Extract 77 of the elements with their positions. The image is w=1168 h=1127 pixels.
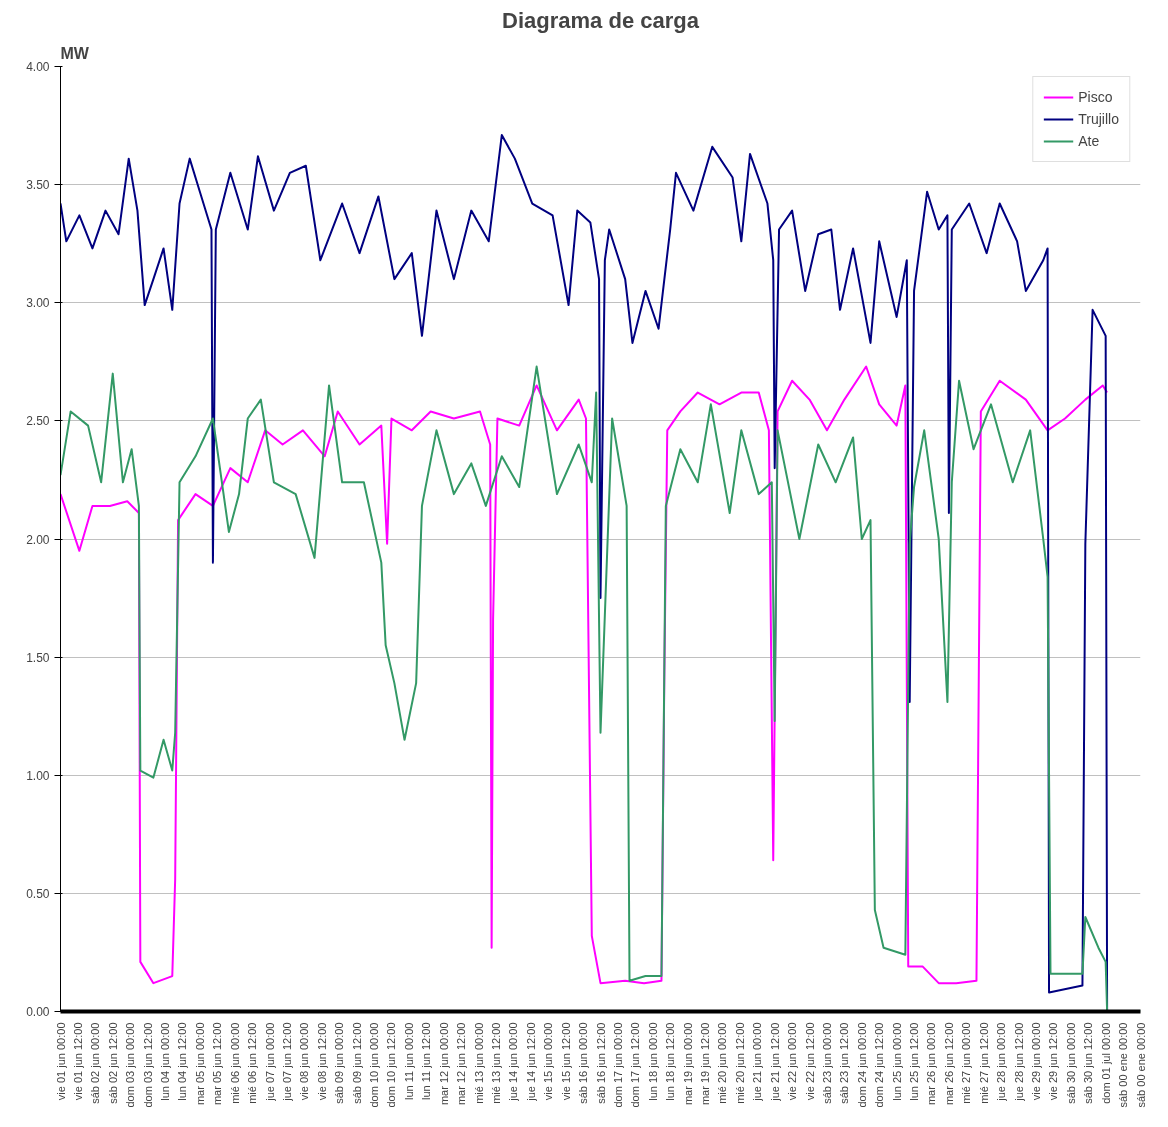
x-tick-label: lun 25 jun 00:00	[890, 1022, 903, 1101]
x-tick-label: dom 10 jun 12:00	[385, 1022, 398, 1108]
x-tick-label: mié 06 jun 12:00	[246, 1022, 259, 1104]
legend-label: Pisco	[1078, 89, 1113, 105]
x-tick-label: dom 24 jun 00:00	[855, 1022, 868, 1108]
x-tick-label: vie 08 jun 12:00	[315, 1022, 328, 1101]
x-tick-label: vie 15 jun 00:00	[542, 1022, 555, 1101]
x-tick-label: lun 25 jun 12:00	[908, 1022, 921, 1101]
y-tick-label: 2.00	[26, 532, 50, 547]
y-tick-label: 3.50	[26, 178, 50, 193]
x-tick-label: jue 14 jun 00:00	[507, 1022, 520, 1102]
x-tick-label: mar 12 jun 00:00	[437, 1022, 450, 1106]
x-tick-label: sáb 00 ene 00:00	[1117, 1022, 1130, 1108]
x-tick-label: sáb 09 jun 00:00	[333, 1022, 346, 1104]
x-tick-label: mar 05 jun 00:00	[193, 1022, 206, 1106]
x-tick-label: jue 21 jun 00:00	[751, 1022, 764, 1102]
x-tick-label: vie 01 jun 12:00	[71, 1022, 84, 1101]
x-tick-label: mié 27 jun 00:00	[960, 1022, 973, 1104]
x-tick-label: sáb 00 ene 00:00	[1134, 1022, 1147, 1108]
y-tick-label: 0.50	[26, 886, 50, 901]
x-tick-label: dom 01 jul 00:00	[1099, 1022, 1112, 1104]
x-tick-label: lun 18 jun 12:00	[664, 1022, 677, 1101]
x-tick-label: jue 14 jun 12:00	[524, 1022, 537, 1102]
x-tick-label: mié 27 jun 12:00	[977, 1022, 990, 1104]
x-tick-label: jue 28 jun 12:00	[1012, 1022, 1025, 1102]
y-axis-title: MW	[60, 44, 90, 62]
x-tick-label: mar 26 jun 00:00	[925, 1022, 938, 1106]
x-tick-label: sáb 02 jun 00:00	[89, 1022, 102, 1104]
x-tick-label: vie 22 jun 00:00	[786, 1022, 799, 1101]
x-tick-label: lun 04 jun 12:00	[176, 1022, 189, 1101]
x-tick-label: mar 26 jun 12:00	[942, 1022, 955, 1106]
x-tick-label: mar 12 jun 12:00	[455, 1022, 468, 1106]
x-tick-label: lun 18 jun 00:00	[646, 1022, 659, 1101]
x-tick-label: jue 21 jun 12:00	[768, 1022, 781, 1102]
x-tick-label: lun 11 jun 00:00	[402, 1022, 415, 1100]
x-tick-label: jue 28 jun 00:00	[995, 1022, 1008, 1102]
x-tick-label: mar 19 jun 00:00	[681, 1022, 694, 1106]
x-tick-label: lun 11 jun 12:00	[420, 1022, 433, 1100]
x-tick-label: dom 17 jun 12:00	[629, 1022, 642, 1108]
x-tick-label: vie 29 jun 12:00	[1047, 1022, 1060, 1101]
x-tick-label: sáb 16 jun 00:00	[577, 1022, 590, 1104]
y-tick-label: 4.00	[26, 60, 50, 74]
x-tick-label: dom 10 jun 00:00	[368, 1022, 381, 1108]
x-tick-label: mié 06 jun 00:00	[228, 1022, 241, 1104]
x-tick-label: sáb 09 jun 12:00	[350, 1022, 363, 1104]
legend-label: Ate	[1078, 133, 1100, 149]
x-tick-label: sáb 30 jun 12:00	[1082, 1022, 1095, 1104]
y-tick-label: 1.50	[26, 650, 50, 665]
x-tick-label: sáb 23 jun 00:00	[820, 1022, 833, 1104]
x-tick-label: dom 03 jun 12:00	[141, 1022, 154, 1108]
x-tick-label: mar 19 jun 12:00	[699, 1022, 712, 1106]
x-tick-label: vie 15 jun 12:00	[559, 1022, 572, 1101]
x-tick-label: dom 24 jun 12:00	[873, 1022, 886, 1108]
y-tick-label: 3.00	[26, 296, 50, 311]
x-tick-label: mié 13 jun 12:00	[489, 1022, 502, 1104]
x-tick-label: mié 20 jun 00:00	[716, 1022, 729, 1104]
legend-label: Trujillo	[1078, 111, 1119, 127]
chart-title: Diagrama de carga	[502, 7, 700, 33]
x-tick-label: sáb 23 jun 12:00	[838, 1022, 851, 1104]
x-tick-label: mié 20 jun 12:00	[733, 1022, 746, 1104]
x-tick-label: jue 07 jun 12:00	[280, 1022, 293, 1102]
x-tick-label: lun 04 jun 00:00	[159, 1022, 172, 1101]
x-tick-label: vie 22 jun 12:00	[803, 1022, 816, 1101]
y-tick-label: 2.50	[26, 414, 50, 429]
x-tick-label: sáb 02 jun 12:00	[106, 1022, 119, 1104]
x-tick-label: vie 08 jun 00:00	[298, 1022, 311, 1101]
x-tick-label: vie 29 jun 00:00	[1029, 1022, 1042, 1101]
x-tick-label: sáb 16 jun 12:00	[594, 1022, 607, 1104]
x-tick-label: mar 05 jun 12:00	[211, 1022, 224, 1106]
x-tick-label: mié 13 jun 00:00	[472, 1022, 485, 1104]
y-tick-label: 0.00	[26, 1005, 50, 1019]
x-tick-label: dom 17 jun 00:00	[611, 1022, 624, 1108]
y-tick-label: 1.00	[26, 768, 50, 783]
x-tick-label: jue 07 jun 00:00	[263, 1022, 276, 1102]
x-tick-label: vie 01 jun 00:00	[54, 1022, 67, 1101]
x-tick-label: dom 03 jun 00:00	[124, 1022, 137, 1108]
x-tick-label: sáb 30 jun 00:00	[1064, 1022, 1077, 1104]
